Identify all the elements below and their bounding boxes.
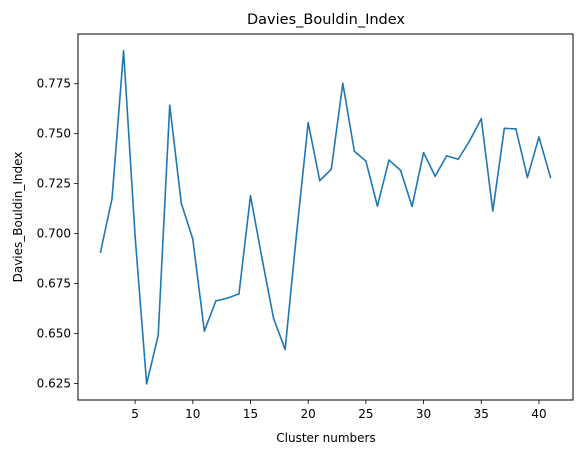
x-tick-label: 35	[474, 407, 489, 421]
data-point	[99, 251, 102, 253]
data-point	[365, 160, 367, 162]
series-line-0	[99, 49, 552, 385]
data-point	[122, 49, 125, 52]
data-point	[226, 297, 229, 299]
data-point	[157, 334, 159, 337]
y-tick-label: 0.625	[37, 376, 71, 390]
data-point	[295, 231, 298, 234]
data-point	[503, 127, 506, 130]
data-point	[549, 176, 552, 179]
data-point	[492, 210, 494, 212]
data-point	[468, 139, 471, 142]
data-point	[111, 197, 113, 200]
data-point	[192, 238, 194, 240]
x-tick-label: 10	[185, 407, 200, 421]
x-tick-label: 25	[358, 407, 373, 421]
data-point	[480, 117, 483, 120]
data-point	[526, 176, 529, 179]
y-tick-label: 0.775	[37, 77, 71, 91]
data-point	[134, 235, 136, 238]
x-tick-label: 20	[301, 407, 316, 421]
x-tick-label: 40	[531, 407, 546, 421]
data-point	[168, 104, 171, 106]
data-point	[376, 205, 379, 207]
data-point	[261, 257, 263, 260]
y-tick-label: 0.700	[37, 227, 71, 241]
data-point	[353, 150, 356, 153]
data-point	[203, 330, 206, 332]
data-point	[434, 175, 436, 178]
data-point	[422, 151, 425, 154]
y-tick-label: 0.750	[37, 127, 71, 141]
x-axis-label: Cluster numbers	[276, 431, 376, 445]
x-axis-ticks: 5 10 15 20 25 30 35 40	[131, 400, 547, 421]
plot-frame	[77, 33, 574, 401]
data-point	[272, 317, 275, 320]
y-axis-ticks: 0.625 0.650 0.675 0.700 0.725 0.750 0.775	[37, 77, 78, 390]
y-axis-label: Davies_Bouldin_Index	[11, 152, 25, 283]
y-tick-label: 0.675	[37, 277, 71, 291]
data-point	[538, 136, 540, 138]
x-tick-label: 15	[243, 407, 258, 421]
y-tick-label: 0.725	[37, 177, 71, 191]
data-point	[411, 205, 413, 208]
data-point	[238, 293, 240, 295]
data-point	[388, 159, 390, 161]
x-tick-label: 30	[416, 407, 431, 421]
data-point	[445, 155, 448, 157]
data-point	[399, 169, 402, 172]
data-point	[457, 158, 459, 161]
data-point	[307, 121, 309, 124]
data-point	[180, 202, 183, 205]
data-point	[342, 82, 344, 85]
y-tick-label: 0.650	[37, 326, 71, 340]
x-tick-label: 5	[131, 407, 139, 421]
plot-area	[99, 49, 552, 385]
chart-title: Davies_Bouldin_Index	[247, 12, 405, 28]
data-point	[284, 348, 286, 351]
data-point	[215, 300, 217, 302]
data-point	[249, 195, 252, 197]
data-point	[318, 179, 321, 182]
data-point	[330, 168, 333, 171]
data-point	[145, 383, 148, 385]
data-point	[515, 128, 517, 130]
